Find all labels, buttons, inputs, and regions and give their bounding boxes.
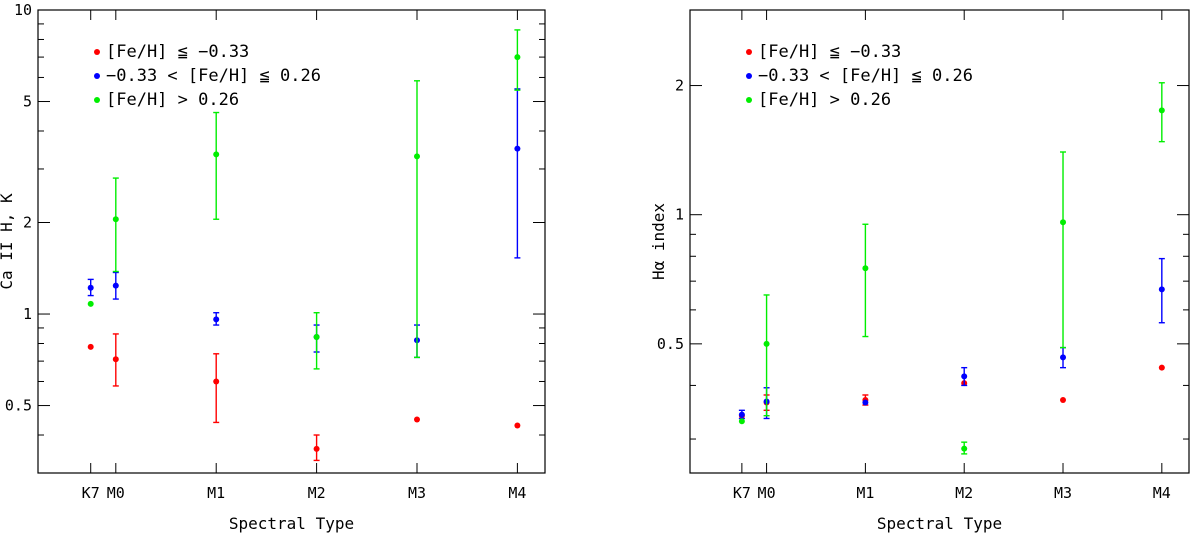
data-point	[514, 145, 521, 152]
legend-marker	[94, 49, 100, 55]
data-point	[763, 340, 770, 347]
y-axis-label: Hα index	[649, 203, 668, 280]
x-axis-label: Spectral Type	[229, 514, 354, 533]
data-point	[313, 334, 320, 341]
data-point	[112, 282, 119, 289]
legend: [Fe/H] ≦ −0.33 −0.33 < [Fe/H] ≦ 0.26 [Fe/H…	[94, 42, 321, 110]
x-tick-label: M1	[207, 484, 225, 502]
data-point	[961, 445, 968, 452]
series-mid	[87, 88, 521, 359]
series-high	[738, 82, 1165, 455]
x-tick-label: M1	[856, 484, 874, 502]
data-point	[112, 356, 119, 363]
x-tick-label: M3	[408, 484, 426, 502]
data-point	[87, 300, 94, 307]
legend-marker	[746, 97, 752, 103]
series-low	[738, 364, 1165, 419]
legend-label: −0.33 < [Fe/H] ≦ 0.26	[106, 66, 321, 86]
legend-marker	[94, 73, 100, 79]
left-panel-ca-hk: K7 M0 M1 M2 M3 M4 0.5 1 2 5 10 Spectral Type Ca II H…	[0, 1, 546, 533]
data-point	[1158, 364, 1165, 371]
right-panel-halpha: K7 M0 M1 M2 M3 M4 0.5 1 2 Spectral Type Hα index [F…	[649, 9, 1190, 533]
x-tick-label: M4	[1153, 484, 1171, 502]
y-axis-label: Ca II H, K	[0, 193, 16, 290]
x-tick-label: M0	[758, 484, 776, 502]
y-tick-label: 1	[23, 305, 32, 323]
series-high	[87, 29, 521, 370]
legend: [Fe/H] ≦ −0.33 −0.33 < [Fe/H] ≦ 0.26 [Fe/H…	[746, 42, 973, 110]
data-point	[1060, 219, 1067, 226]
plot-frame	[689, 9, 1190, 474]
data-point	[1060, 354, 1067, 361]
x-tick-label: M0	[107, 484, 125, 502]
x-tick-label: K7	[733, 484, 751, 502]
x-tick-label: M2	[308, 484, 326, 502]
x-tick-label: M3	[1054, 484, 1072, 502]
data-point	[213, 378, 220, 385]
y-tick-label: 0.5	[5, 397, 32, 415]
data-point	[738, 418, 745, 425]
plot-frame	[37, 9, 546, 474]
series-low	[87, 333, 521, 462]
data-point	[87, 284, 94, 291]
x-tick-label: M4	[508, 484, 526, 502]
data-point	[1060, 396, 1067, 403]
data-point	[514, 54, 521, 61]
data-point	[862, 265, 869, 272]
data-point	[112, 216, 119, 223]
data-point	[413, 153, 420, 160]
legend-marker	[746, 49, 752, 55]
data-point	[1158, 286, 1165, 293]
data-point	[413, 416, 420, 423]
x-axis-label: Spectral Type	[877, 514, 1002, 533]
data-point	[213, 316, 220, 323]
data-point	[738, 411, 745, 418]
series-mid	[738, 257, 1165, 420]
y-tick-label: 10	[14, 1, 32, 19]
data-point	[1158, 107, 1165, 114]
y-tick-label: 2	[675, 77, 684, 95]
data-point	[87, 343, 94, 350]
legend-label: [Fe/H] ≦ −0.33	[106, 42, 249, 62]
data-point	[213, 151, 220, 158]
data-point	[862, 399, 869, 406]
legend-marker	[94, 97, 100, 103]
y-tick-label: 0.5	[657, 335, 684, 353]
y-tick-label: 2	[23, 214, 32, 232]
legend-label: [Fe/H] ≦ −0.33	[758, 42, 901, 62]
x-tick-label: K7	[82, 484, 100, 502]
data-point	[313, 445, 320, 452]
legend-label: [Fe/H] > 0.26	[758, 90, 891, 110]
data-point	[961, 373, 968, 380]
data-point	[514, 422, 521, 429]
y-tick-label: 1	[675, 206, 684, 224]
legend-marker	[746, 73, 752, 79]
legend-label: [Fe/H] > 0.26	[106, 90, 239, 110]
y-tick-label: 5	[23, 93, 32, 111]
legend-label: −0.33 < [Fe/H] ≦ 0.26	[758, 66, 973, 86]
x-tick-label: M2	[955, 484, 973, 502]
